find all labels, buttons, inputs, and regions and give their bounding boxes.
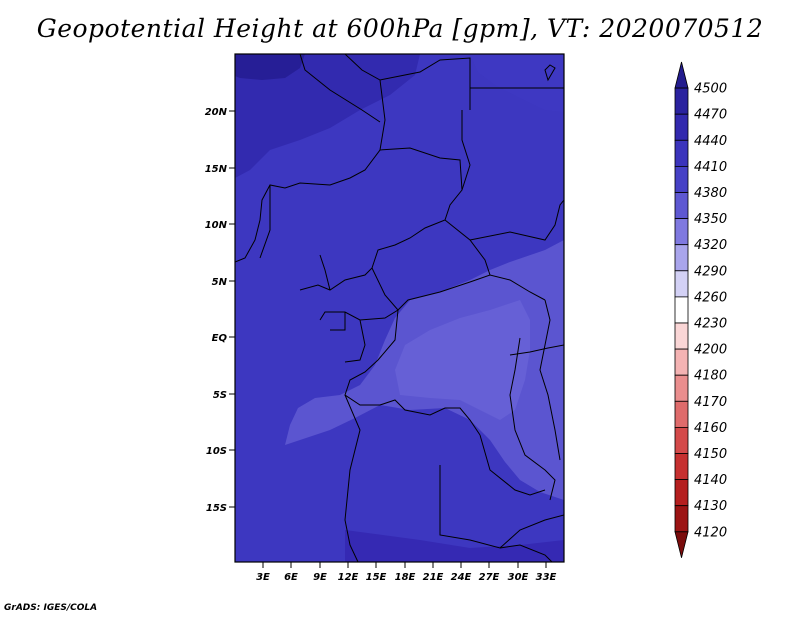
lat-label: EQ [212, 333, 228, 344]
high-region-northeast [470, 54, 564, 112]
colorbar-level-label: 4120 [694, 525, 727, 540]
chart-title: Geopotential Height at 600hPa [gpm], VT:… [36, 14, 764, 43]
high-region-north [235, 54, 420, 178]
colorbar-level-label: 4180 [694, 369, 727, 384]
colorbar-segment [674, 348, 689, 376]
colorbar-segment [674, 192, 689, 220]
lon-label: 24E [451, 572, 472, 583]
colorbar-segment [674, 218, 689, 246]
colorbar-level-label: 4290 [694, 264, 727, 279]
colorbar-segment [674, 244, 689, 272]
country-borders [235, 54, 564, 562]
colorbar-level-label: 4130 [694, 499, 727, 514]
colorbar-top-arrow [674, 61, 689, 89]
lat-label: 15N [205, 164, 228, 175]
colorbar-level-label: 4380 [694, 186, 727, 201]
colorbar-segment [674, 505, 689, 533]
colorbar-level-label: 4320 [694, 238, 727, 253]
colorbar-segment [674, 426, 689, 454]
colorbar-segment [674, 113, 689, 141]
colorbar-segment [674, 479, 689, 507]
colorbar-level-label: 4500 [694, 82, 727, 97]
colorbar-segment [674, 270, 689, 298]
colorbar-level-label: 4160 [694, 421, 727, 436]
colorbar: 4500 4470 4440 4410 4380 4350 4320 4290 4260 4230… [674, 61, 727, 558]
colorbar-level-label: 4350 [694, 212, 727, 227]
lat-label: 5S [213, 390, 227, 401]
colorbar-level-label: 4230 [694, 317, 727, 332]
colorbar-bottom-arrow [674, 531, 689, 558]
longitude-axis: 3E 6E 9E 12E 15E 18E 21E 24E 27E 30E 33E [256, 562, 557, 583]
colorbar-level-label: 4470 [694, 108, 727, 123]
lat-label: 10N [205, 220, 228, 231]
lat-label: 5N [212, 277, 228, 288]
lat-label: 20N [205, 107, 228, 118]
colorbar-segment [674, 322, 689, 350]
colorbar-segment [674, 139, 689, 167]
colorbar-segment [674, 296, 689, 324]
lon-label: 27E [479, 572, 500, 583]
colorbar-level-label: 4440 [694, 134, 727, 149]
colorbar-level-label: 4150 [694, 447, 727, 462]
colorbar-segment [674, 87, 689, 115]
lon-label: 30E [508, 572, 529, 583]
highest-region-northwest [235, 54, 305, 80]
lon-label: 33E [536, 572, 557, 583]
lat-label: 10S [206, 446, 227, 457]
lon-label: 21E [423, 572, 444, 583]
high-region-south [345, 530, 564, 562]
lon-label: 15E [366, 572, 387, 583]
lon-label: 3E [256, 572, 270, 583]
latitude-axis: 20N 15N 10N 5N EQ 5S 10S 15S [205, 107, 235, 514]
lon-label: 6E [284, 572, 298, 583]
lon-label: 18E [395, 572, 416, 583]
credit-text: GrADS: IGES/COLA [4, 603, 98, 613]
low-region-inner [395, 300, 530, 420]
lat-label: 15S [206, 503, 227, 514]
colorbar-segment [674, 400, 689, 428]
lon-label: 12E [338, 572, 359, 583]
colorbar-level-label: 4410 [694, 160, 727, 175]
colorbar-level-label: 4260 [694, 290, 727, 305]
colorbar-level-label: 4170 [694, 395, 727, 410]
colorbar-segment [674, 453, 689, 481]
lon-label: 9E [313, 572, 327, 583]
colorbar-segment [674, 374, 689, 402]
colorbar-segment [674, 165, 689, 193]
colorbar-level-label: 4200 [694, 343, 727, 358]
colorbar-level-label: 4140 [694, 473, 727, 488]
plot-frame [234, 53, 565, 563]
